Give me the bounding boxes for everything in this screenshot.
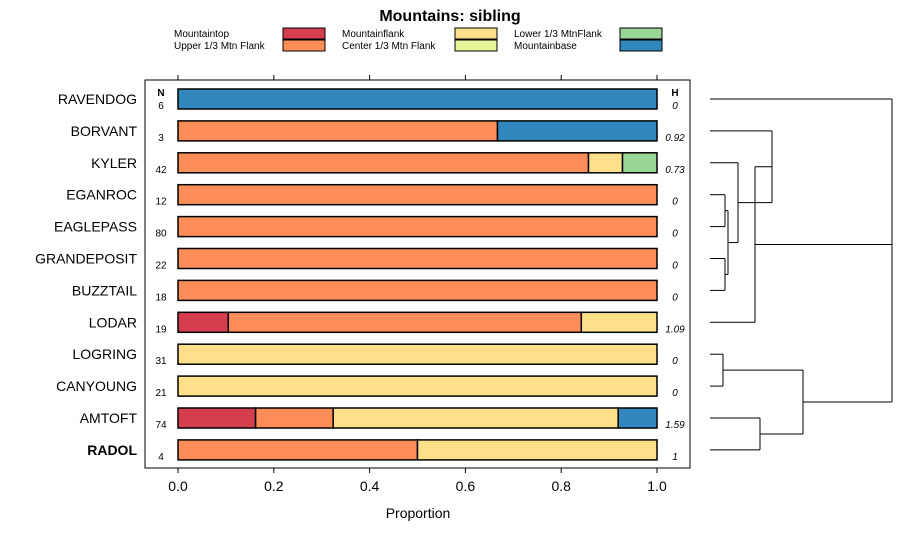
plot-frame [144, 79, 691, 469]
row-h-value: 1.09 [665, 324, 685, 335]
legend-label: Lower 1/3 MtnFlank [514, 29, 603, 40]
bar-segment [332, 407, 619, 429]
bar-segment [177, 343, 658, 365]
row-label: CANYOUNG [56, 378, 137, 394]
bar-segment [617, 407, 658, 429]
row-n-value: 31 [155, 356, 167, 367]
legend-label: Upper 1/3 Mtn Flank [174, 41, 266, 52]
row-h-value: 1.59 [665, 420, 685, 431]
bar-segment [587, 152, 624, 174]
bar-segment [177, 439, 419, 461]
legend-swatch [282, 39, 326, 52]
row-h-value: 0 [672, 229, 678, 240]
row-label: GRANDEPOSIT [35, 251, 137, 267]
row-label: LOGRING [72, 346, 137, 362]
chart-title: Mountains: sibling [379, 8, 520, 25]
row-h-value: 0.73 [665, 165, 685, 176]
bar-segment [254, 407, 334, 429]
legend-swatch [619, 39, 663, 52]
bar-segment [177, 375, 658, 397]
row-label: BORVANT [71, 123, 138, 139]
x-tick-label: 1.0 [647, 478, 667, 494]
row-h-value: 0 [672, 388, 678, 399]
row-h-value: 0 [672, 292, 678, 303]
row-label: EGANROC [66, 187, 137, 203]
row-label: RADOL [87, 442, 137, 458]
legend-swatch [282, 27, 326, 40]
bar-segment [177, 407, 257, 429]
bar-segment [177, 311, 230, 334]
row-h-value: 0 [672, 261, 678, 272]
bar-segment [621, 152, 658, 174]
bar-segment [177, 120, 499, 142]
row-n-value: 18 [155, 292, 167, 303]
x-tick-label: 0.8 [551, 478, 571, 494]
x-axis-label: Proportion [386, 505, 451, 521]
legend-swatch [619, 27, 663, 40]
legend-swatch [454, 39, 498, 52]
row-n-value: 4 [158, 452, 164, 463]
bar-segment [177, 247, 658, 270]
row-n-value: 21 [155, 388, 167, 399]
row-n-value: 12 [155, 197, 167, 208]
row-label: LODAR [89, 314, 137, 330]
x-tick-label: 0.4 [360, 478, 380, 494]
row-label: KYLER [91, 155, 137, 171]
bar-segment [177, 183, 658, 206]
row-label: AMTOFT [80, 410, 138, 426]
bar-segment [177, 215, 658, 238]
bar-segment [177, 88, 658, 110]
row-h-value: 0.92 [665, 133, 685, 144]
row-label: BUZZTAIL [72, 282, 137, 298]
row-h-value: 1 [672, 452, 678, 463]
row-n-value: 19 [155, 324, 167, 335]
x-tick-label: 0.0 [168, 478, 188, 494]
row-label: RAVENDOG [58, 91, 137, 107]
bar-segment [177, 279, 658, 302]
bar-segment [496, 120, 658, 142]
row-n-value: 74 [155, 420, 167, 431]
bar-segment [580, 311, 658, 334]
row-n-value: 6 [158, 101, 164, 112]
bar-segment [416, 439, 658, 461]
row-label: EAGLEPASS [54, 219, 137, 235]
row-n-value: 3 [158, 133, 164, 144]
row-n-value: 80 [155, 229, 167, 240]
legend-label: Mountainflank [342, 29, 405, 40]
legend-label: Mountainbase [514, 41, 577, 52]
row-n-value: 42 [155, 165, 167, 176]
legend-label: Mountaintop [174, 29, 229, 40]
row-h-value: 0 [672, 101, 678, 112]
x-axis: 0.0 0.2 0.4 0.6 0.8 1.0 [168, 75, 667, 494]
h-header: H [671, 88, 678, 99]
legend-swatch [454, 27, 498, 40]
n-header: N [157, 88, 164, 99]
row-h-value: 0 [672, 197, 678, 208]
bar-segment [177, 152, 590, 174]
x-tick-label: 0.6 [456, 478, 476, 494]
x-tick-label: 0.2 [264, 478, 284, 494]
row-h-value: 0 [672, 356, 678, 367]
bar-segment [227, 311, 583, 334]
legend-label: Center 1/3 Mtn Flank [342, 41, 436, 52]
dendrogram [710, 98, 893, 451]
row-n-value: 22 [155, 261, 167, 272]
bar-rows: RAVENDOG 6 0 BORVANT 3 0.92 KYLER 42 0.73 EGANROC… [35, 88, 685, 463]
